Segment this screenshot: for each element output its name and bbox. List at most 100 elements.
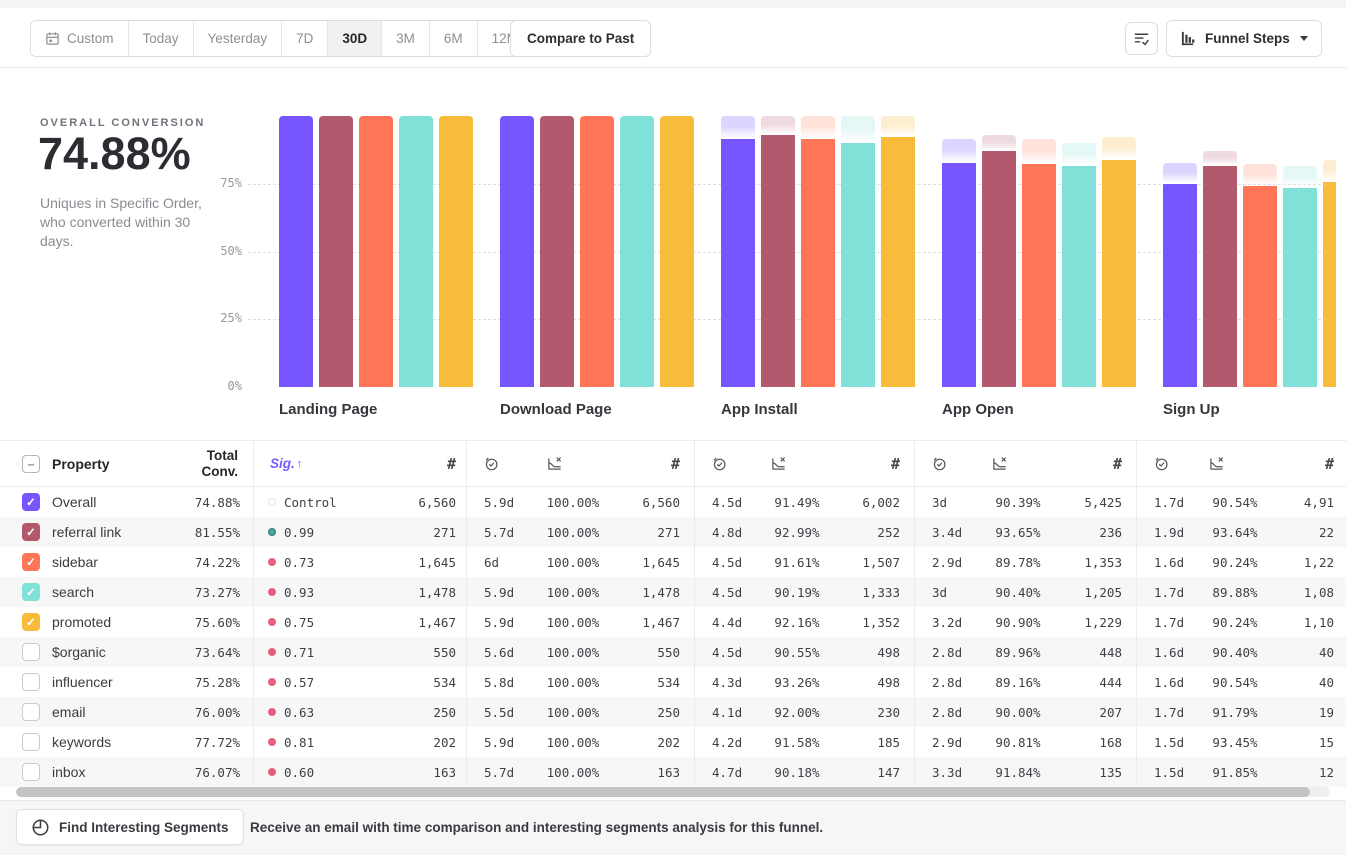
bar-search-landing-page[interactable] (399, 116, 433, 387)
significance-value: 0.60 (284, 764, 315, 780)
count-icon[interactable]: # (1324, 454, 1334, 473)
conversion-rate-icon[interactable] (727, 456, 830, 471)
bar-overall-landing-page[interactable] (279, 116, 313, 387)
bar-referral-link-app-install[interactable] (761, 135, 795, 387)
y-tick-label: 75% (220, 175, 242, 190)
segment-checkbox-overall[interactable]: ✓ (22, 493, 40, 511)
count-icon[interactable]: # (1112, 454, 1122, 473)
step-count: 250 (433, 704, 456, 720)
step-cell-app-open: 2.8d 89.96% 448 (914, 637, 1136, 667)
time-to-convert-icon[interactable] (932, 456, 947, 471)
time-to-convert-icon[interactable] (712, 456, 727, 471)
property-column-header[interactable]: Property (52, 455, 110, 472)
step-label-app-open: App Open (942, 401, 1014, 418)
count-icon[interactable]: # (890, 454, 900, 473)
segment-checkbox-promoted[interactable]: ✓ (22, 613, 40, 631)
bar-search-app-open[interactable] (1062, 166, 1096, 387)
time-to-convert-value: 3d (932, 494, 948, 510)
date-range-6m[interactable]: 6M (428, 21, 477, 56)
scrollbar-thumb[interactable] (16, 787, 1310, 797)
step-cell-download-page: 5.8d 100.00% 534 (466, 667, 694, 697)
date-range-30d[interactable]: 30D (327, 21, 382, 56)
time-to-convert-icon[interactable] (484, 456, 499, 471)
step-cell-app-install: 4.5d 91.61% 1,507 (694, 547, 914, 577)
bar-referral-link-landing-page[interactable] (319, 116, 353, 387)
conversion-rate-icon[interactable] (499, 456, 610, 471)
significance-value: Control (284, 494, 337, 510)
property-name: search (52, 584, 95, 600)
funnel-steps-view-button[interactable]: Funnel Steps (1166, 20, 1322, 57)
date-range-today[interactable]: Today (127, 21, 193, 56)
step-cell-app-install: 4.3d 93.26% 498 (694, 667, 914, 697)
step-count: 6,560 (418, 494, 456, 510)
bar-promoted-sign-up[interactable] (1323, 182, 1336, 387)
bar-sidebar-download-page[interactable] (580, 116, 614, 387)
total-conversion-column-header[interactable]: Total Conv. (201, 448, 239, 479)
conversion-rate-value: 100.00% (546, 764, 600, 780)
bar-overall-sign-up[interactable] (1163, 184, 1197, 387)
bar-overall-download-page[interactable] (500, 116, 534, 387)
bar-sidebar-app-install[interactable] (801, 138, 835, 387)
conversion-description: Uniques in Specific Order, who converted… (40, 195, 202, 249)
report-options-button[interactable] (1125, 22, 1158, 55)
step-count: 4,91 (1303, 494, 1334, 510)
property-name: keywords (52, 734, 112, 750)
segment-checkbox-influencer[interactable] (22, 673, 40, 691)
property-name: referral link (52, 524, 122, 540)
step-cell-download-page: 5.9d 100.00% 6,560 (466, 487, 694, 517)
date-range-3m[interactable]: 3M (381, 21, 429, 56)
segment-checkbox-inbox[interactable] (22, 763, 40, 781)
segment-checkbox-email[interactable] (22, 703, 40, 721)
bar-promoted-app-install[interactable] (881, 137, 915, 387)
compare-to-past-button[interactable]: Compare to Past (510, 20, 652, 57)
funnel-steps-label: Funnel Steps (1205, 31, 1290, 46)
bar-overall-app-open[interactable] (942, 162, 976, 387)
significance-column-header[interactable]: Sig. ↑ (270, 456, 303, 471)
step-cell-sign-up: 1.7d 91.79% 19 (1136, 697, 1346, 727)
conversion-rate-value: 91.79% (1212, 704, 1258, 720)
select-all-checkbox[interactable]: – (22, 455, 40, 473)
step-cell-app-install: 4.5d 90.55% 498 (694, 637, 914, 667)
conversion-rate-value: 90.40% (995, 584, 1041, 600)
bar-search-app-install[interactable] (841, 142, 875, 387)
segment-checkbox-sidebar[interactable]: ✓ (22, 553, 40, 571)
bar-promoted-download-page[interactable] (660, 116, 694, 387)
conversion-rate-value: 90.39% (995, 494, 1041, 510)
column-separator (694, 441, 695, 787)
bar-referral-link-app-open[interactable] (982, 151, 1016, 387)
conversion-rate-value: 90.54% (1212, 674, 1258, 690)
segment-checkbox-referral-link[interactable]: ✓ (22, 523, 40, 541)
bar-referral-link-sign-up[interactable] (1203, 166, 1237, 387)
time-to-convert-icon[interactable] (1154, 456, 1169, 471)
find-interesting-segments-button[interactable]: Find Interesting Segments (16, 809, 244, 845)
bar-overall-app-install[interactable] (721, 139, 755, 387)
step-cell-download-page: 5.9d 100.00% 1,478 (466, 577, 694, 607)
conversion-rate-icon[interactable] (947, 456, 1052, 471)
date-range-7d[interactable]: 7D (281, 21, 328, 56)
time-to-convert-value: 5.9d (484, 584, 515, 600)
bar-search-download-page[interactable] (620, 116, 654, 387)
step-count: 550 (657, 644, 680, 660)
step-column-group-header: # (914, 441, 1136, 486)
segment-checkbox-search[interactable]: ✓ (22, 583, 40, 601)
significance-dot-negative (268, 708, 276, 716)
count-icon[interactable]: # (446, 454, 456, 473)
total-conversion-value: 74.22% (194, 554, 240, 570)
segment-checkbox--organic[interactable] (22, 643, 40, 661)
horizontal-scrollbar[interactable] (16, 787, 1330, 797)
bar-sidebar-landing-page[interactable] (359, 116, 393, 387)
segment-checkbox-keywords[interactable] (22, 733, 40, 751)
step-count: 207 (1099, 704, 1122, 720)
total-conversion-value: 75.28% (194, 674, 240, 690)
bar-sidebar-sign-up[interactable] (1243, 185, 1277, 387)
conversion-rate-icon[interactable] (1169, 456, 1264, 471)
time-to-convert-value: 1.7d (1154, 494, 1185, 510)
bar-promoted-app-open[interactable] (1102, 159, 1136, 387)
bar-search-sign-up[interactable] (1283, 188, 1317, 387)
bar-sidebar-app-open[interactable] (1022, 164, 1056, 387)
count-icon[interactable]: # (670, 454, 680, 473)
date-range-custom[interactable]: Custom (31, 21, 128, 56)
date-range-yesterday[interactable]: Yesterday (192, 21, 282, 56)
bar-referral-link-download-page[interactable] (540, 116, 574, 387)
bar-promoted-landing-page[interactable] (439, 116, 473, 387)
